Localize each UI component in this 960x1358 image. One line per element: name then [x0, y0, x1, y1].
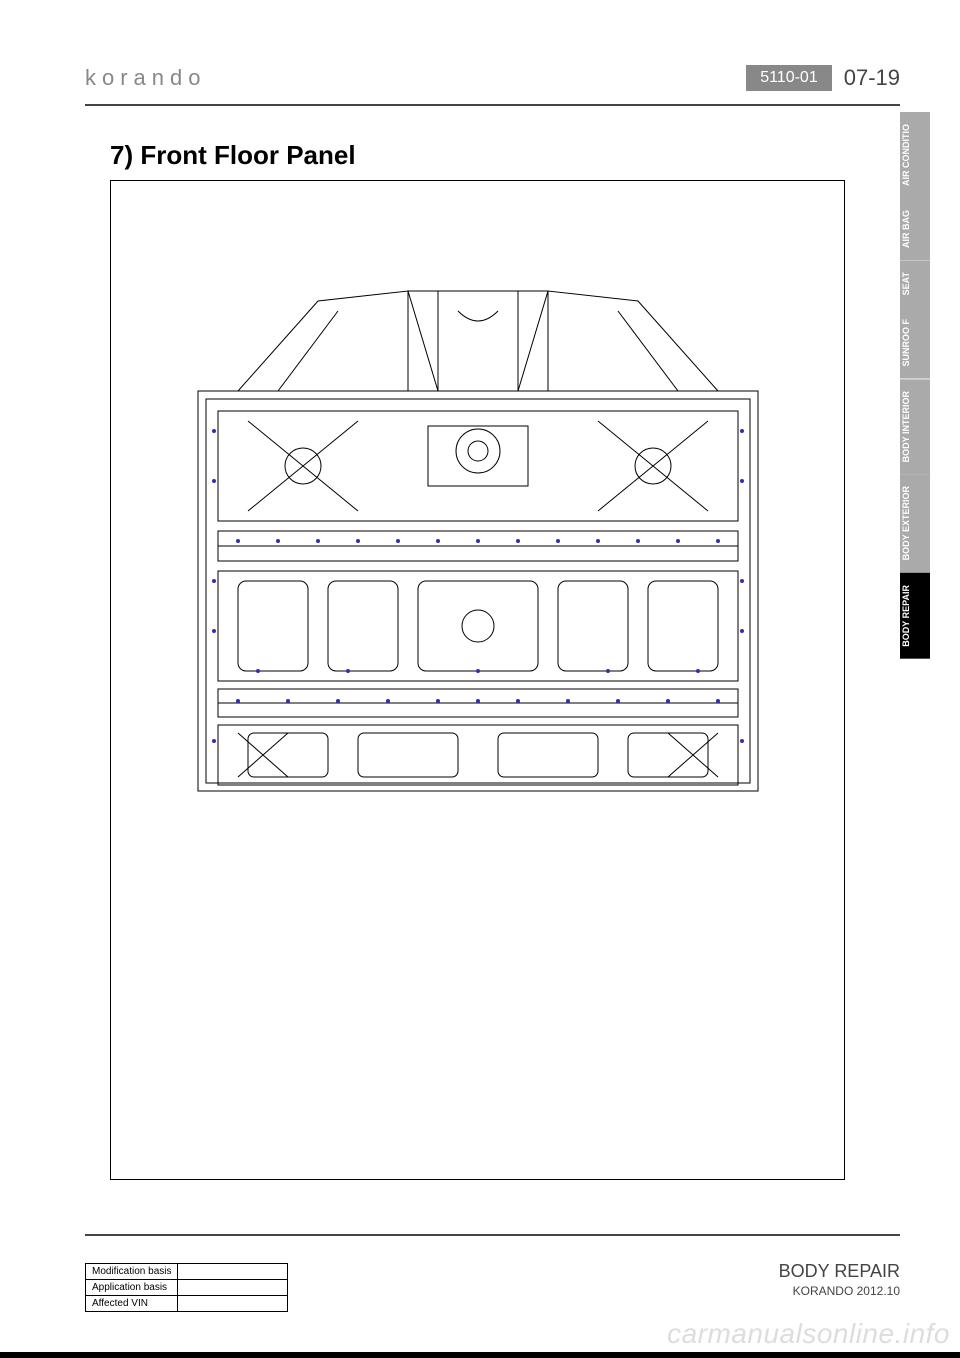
revision-label: Affected VIN	[86, 1296, 178, 1312]
footer-section-title: BODY REPAIR	[779, 1261, 900, 1282]
table-row: Affected VIN	[86, 1296, 288, 1312]
revision-table: Modification basis Application basis Aff…	[85, 1263, 288, 1312]
bottom-bar	[0, 1352, 960, 1358]
tab-body-repair[interactable]: BODY REPAIR	[900, 573, 930, 659]
floor-panel-diagram	[178, 281, 778, 801]
revision-value	[178, 1296, 288, 1312]
footer-doc-id: KORANDO 2012.10	[779, 1284, 900, 1298]
tab-sunroof[interactable]: SUNROO F	[900, 307, 930, 379]
revision-label: Application basis	[86, 1280, 178, 1296]
diagram-container	[110, 180, 845, 1180]
tab-seat[interactable]: SEAT	[900, 260, 930, 307]
revision-label: Modification basis	[86, 1264, 178, 1280]
tab-air-bag[interactable]: AIR BAG	[900, 198, 930, 260]
watermark: carmanualsonline.info	[667, 1318, 950, 1350]
side-tabs: AIR CONDITIO AIR BAG SEAT SUNROO F BODY …	[900, 112, 930, 658]
footer-right: BODY REPAIR KORANDO 2012.10	[779, 1261, 900, 1298]
page-number: 07-19	[844, 65, 900, 91]
table-row: Application basis	[86, 1280, 288, 1296]
revision-value	[178, 1264, 288, 1280]
footer-rule	[85, 1234, 900, 1236]
brand-logo: korando	[85, 65, 207, 91]
tab-body-exterior[interactable]: BODY EXTERIOR	[900, 474, 930, 572]
section-title: 7) Front Floor Panel	[110, 140, 356, 171]
table-row: Modification basis	[86, 1264, 288, 1280]
section-code-badge: 5110-01	[746, 65, 832, 91]
tab-air-conditio[interactable]: AIR CONDITIO	[900, 112, 930, 198]
header-right: 5110-01 07-19	[746, 65, 900, 91]
header-rule	[85, 104, 900, 106]
revision-value	[178, 1280, 288, 1296]
page-header: korando 5110-01 07-19	[85, 60, 900, 96]
tab-body-interior[interactable]: BODY INTERIOR	[900, 379, 930, 474]
